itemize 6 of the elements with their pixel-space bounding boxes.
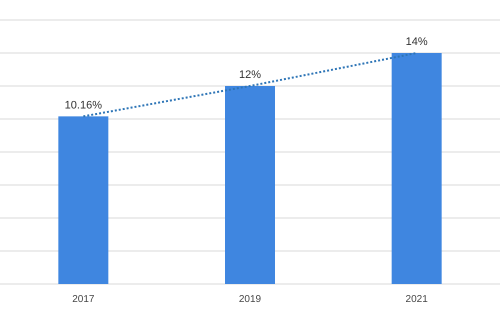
x-tick-label: 2019	[238, 294, 262, 305]
data-label: 14%	[406, 36, 428, 48]
data-label: 12%	[238, 69, 262, 81]
x-tick-label: 2017	[72, 294, 95, 305]
data-label: 10.16%	[64, 99, 102, 112]
x-tick-label: 2021	[406, 294, 428, 305]
